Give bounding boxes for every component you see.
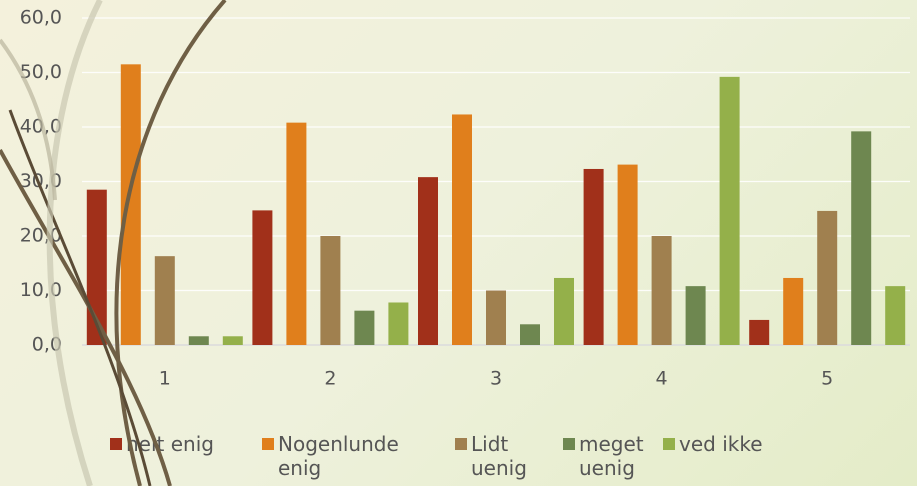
bar: [320, 236, 341, 345]
x-tick-label: 1: [159, 368, 171, 390]
y-tick-label: 40,0: [20, 116, 62, 138]
legend-swatch: [262, 438, 274, 450]
bar: [583, 168, 604, 345]
y-tick-label: 50,0: [20, 61, 62, 83]
bar: [817, 210, 838, 345]
legend-label: Nogenlunde enig: [278, 432, 399, 480]
y-tick-label: 10,0: [20, 279, 62, 301]
bar: [851, 131, 872, 345]
bar: [388, 302, 409, 345]
x-tick-label: 5: [821, 368, 833, 390]
bar: [452, 114, 472, 345]
bar: [354, 310, 375, 345]
legend: helt enig Nogenlunde enig Lidt uenig meget …: [0, 432, 917, 486]
bar: [554, 277, 574, 345]
bar: [252, 210, 273, 345]
bar: [685, 286, 706, 345]
legend-label: Lidt uenig: [471, 432, 527, 480]
bar: [120, 64, 141, 345]
x-tick-label: 2: [324, 368, 336, 390]
legend-swatch: [563, 438, 575, 450]
bar: [783, 277, 804, 345]
y-tick-label: 30,0: [20, 170, 62, 192]
legend-label: meget uenig: [579, 432, 644, 480]
legend-label: ved ikke: [679, 432, 763, 456]
bar: [520, 324, 540, 345]
bar: [86, 189, 107, 345]
legend-swatch: [110, 438, 122, 450]
y-tick-label: 0,0: [32, 334, 62, 356]
bar: [486, 290, 506, 345]
x-tick-label: 3: [490, 368, 502, 390]
x-tick-label: 4: [656, 368, 668, 390]
legend-item: ved ikke: [663, 432, 793, 456]
legend-item: meget uenig: [563, 432, 653, 480]
bar: [188, 336, 209, 345]
legend-swatch: [455, 438, 467, 450]
legend-item: Lidt uenig: [455, 432, 545, 480]
bar: [286, 122, 307, 345]
legend-label: helt enig: [126, 432, 214, 456]
bar: [651, 236, 672, 345]
bar: [222, 336, 243, 345]
y-tick-label: 60,0: [20, 7, 62, 29]
bar: [617, 164, 638, 345]
legend-item: Nogenlunde enig: [262, 432, 432, 480]
legend-item: helt enig: [110, 432, 250, 456]
bar: [154, 256, 175, 345]
bar: [749, 319, 770, 345]
bar: [885, 286, 906, 345]
bar: [719, 76, 740, 346]
legend-swatch: [663, 438, 675, 450]
y-tick-label: 20,0: [20, 225, 62, 247]
bar: [418, 177, 438, 345]
